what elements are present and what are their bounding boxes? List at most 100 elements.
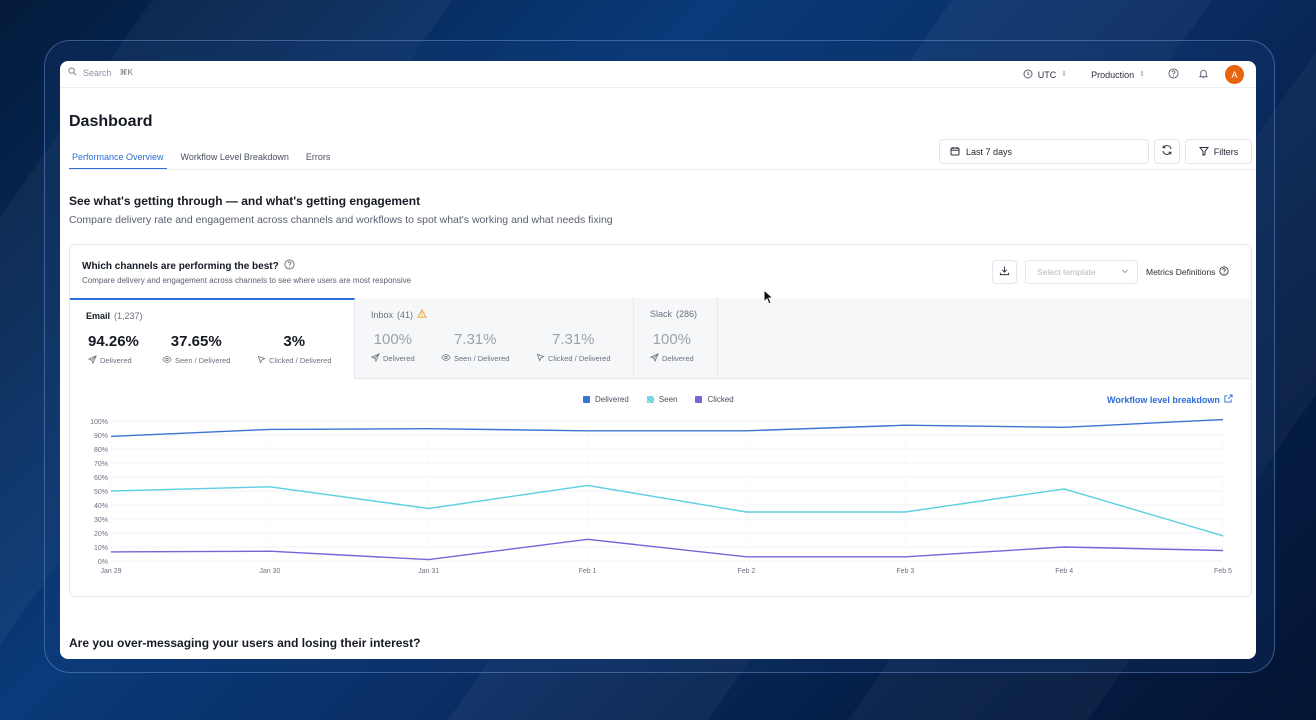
channel-tab-email[interactable]: Email (1,237) 94.26% Delivered 37.65% Se… [70, 298, 355, 379]
x-tick-label: Jan 29 [100, 568, 121, 575]
chart-legend: Delivered Seen Clicked [583, 395, 734, 404]
tabs-divider [69, 169, 1256, 170]
y-tick-label: 20% [94, 531, 108, 538]
legend-swatch [695, 396, 703, 403]
stat-value: 100% [652, 331, 692, 348]
card-title-text: Which channels are performing the best? [82, 260, 279, 272]
channel-count: (41) [397, 309, 414, 320]
cursor-click-icon [536, 353, 545, 364]
app-window: Search ⌘K UTC ⇕ Production ⇕ [60, 61, 1256, 659]
template-select[interactable]: Select template [1025, 260, 1138, 284]
send-icon [370, 353, 380, 364]
top-bar: Search ⌘K UTC ⇕ Production ⇕ [60, 61, 1256, 88]
y-tick-label: 60% [94, 475, 108, 482]
stat-label-text: Clicked / Delivered [548, 354, 611, 363]
channel-performance-card: Which channels are performing the best? … [69, 244, 1252, 597]
download-button[interactable] [992, 260, 1017, 284]
search-icon [68, 67, 77, 78]
legend-item-seen[interactable]: Seen [646, 395, 678, 404]
stat-seen: 7.31% Seen / Delivered [441, 331, 509, 364]
channel-tab-inbox[interactable]: Inbox (41) 100% Delivered 7.31% Seen / D [355, 298, 634, 379]
help-icon [1219, 266, 1230, 278]
cursor-click-icon [257, 355, 266, 366]
help-icon[interactable] [284, 259, 295, 273]
template-select-placeholder: Select template [1037, 267, 1096, 277]
stat-delivered: 100% Delivered [370, 331, 415, 364]
filters-button[interactable]: Filters [1185, 139, 1252, 164]
stat-label-text: Delivered [100, 356, 132, 365]
y-tick-label: 70% [94, 461, 108, 468]
stat-clicked: 7.31% Clicked / Delivered [536, 331, 611, 364]
search-box[interactable]: Search ⌘K [68, 67, 133, 78]
x-tick-label: Feb 4 [1055, 568, 1073, 575]
legend-item-clicked[interactable]: Clicked [695, 395, 734, 404]
y-tick-label: 10% [94, 545, 108, 552]
stat-label: Clicked / Delivered [257, 355, 332, 366]
chevron-updown-icon: ⇕ [1139, 71, 1145, 78]
stat-value: 7.31% [551, 331, 595, 348]
legend-label: Seen [658, 395, 678, 404]
channel-tabs: Email (1,237) 94.26% Delivered 37.65% Se… [70, 298, 1251, 379]
stat-label: Delivered [649, 353, 694, 364]
refresh-icon [1161, 143, 1173, 161]
warning-icon [417, 308, 427, 320]
stat-label: Delivered [87, 355, 139, 366]
timezone-selector[interactable]: UTC ⇕ [1023, 69, 1067, 81]
stat-label-text: Delivered [383, 354, 415, 363]
y-tick-label: 90% [94, 433, 108, 440]
y-tick-label: 40% [94, 503, 108, 510]
stat-delivered: 94.26% Delivered [87, 333, 139, 366]
stat-value: 37.65% [170, 333, 222, 350]
x-tick-label: Jan 31 [418, 568, 439, 575]
stat-value: 3% [283, 333, 306, 350]
y-tick-label: 80% [94, 447, 108, 454]
help-button[interactable] [1165, 67, 1181, 83]
download-icon [999, 263, 1010, 281]
clock-icon [1023, 69, 1033, 81]
stat-value: 94.26% [88, 333, 139, 350]
channel-tab-slack[interactable]: Slack (286) 100% Delivered [634, 298, 718, 379]
stat-clicked: 3% Clicked / Delivered [257, 333, 332, 366]
date-range-picker[interactable]: Last 7 days [939, 139, 1149, 164]
chevron-updown-icon: ⇕ [1061, 71, 1068, 78]
tab-errors[interactable]: Errors [305, 152, 331, 162]
workflow-breakdown-label: Workflow level breakdown [1107, 394, 1220, 405]
stat-delivered: 100% Delivered [649, 331, 694, 364]
legend-item-delivered[interactable]: Delivered [583, 395, 629, 404]
help-icon [1167, 68, 1179, 81]
stat-label: Delivered [370, 353, 415, 364]
y-tick-label: 100% [90, 419, 108, 426]
delivered-line [110, 418, 1224, 438]
section-title: See what's getting through — and what's … [69, 194, 421, 208]
workflow-breakdown-link[interactable]: Workflow level breakdown [1107, 394, 1233, 405]
avatar[interactable]: A [1225, 65, 1244, 84]
notifications-button[interactable] [1195, 67, 1211, 83]
eye-icon [162, 355, 172, 366]
refresh-button[interactable] [1154, 139, 1180, 164]
x-tick-label: Jan 30 [259, 568, 280, 575]
filter-icon [1198, 146, 1209, 158]
clicked-line [110, 538, 1224, 561]
tab-performance-overview[interactable]: Performance Overview [69, 149, 167, 170]
y-tick-label: 50% [94, 489, 108, 496]
send-icon [649, 353, 659, 364]
tab-workflow-level-breakdown[interactable]: Workflow Level Breakdown [180, 152, 289, 162]
legend-label: Delivered [595, 395, 629, 404]
legend-swatch [583, 396, 590, 403]
x-tick-label: Feb 3 [896, 568, 914, 575]
channel-count: (286) [676, 309, 698, 319]
environment-label: Production [1091, 69, 1135, 80]
card-subtitle: Compare delivery and engagement across c… [82, 276, 412, 285]
legend-swatch [646, 396, 654, 403]
search-placeholder[interactable]: Search [83, 67, 112, 78]
legend-label: Clicked [707, 395, 734, 404]
send-icon [87, 355, 97, 366]
line-chart: 0% 10% 20% 30% 40% 50% 60% 70% 80% 90% 100% Jan 29 J… [90, 418, 1232, 575]
x-tick-label: Feb 5 [1214, 568, 1232, 575]
environment-selector[interactable]: Production ⇕ [1091, 70, 1145, 80]
search-shortcut: ⌘K [119, 68, 133, 77]
metrics-definitions-link[interactable]: Metrics Definitions [1146, 266, 1230, 278]
stat-label: Seen / Delivered [162, 355, 230, 366]
stat-label: Clicked / Delivered [536, 353, 611, 364]
mouse-cursor-icon [763, 288, 775, 310]
